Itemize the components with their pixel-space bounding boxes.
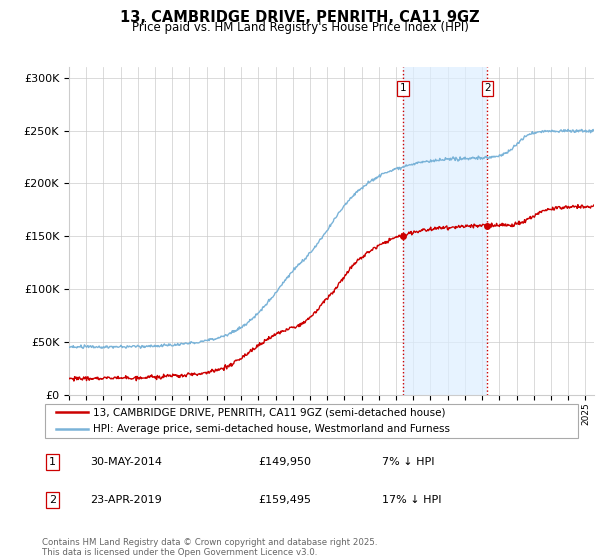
Text: Contains HM Land Registry data © Crown copyright and database right 2025.
This d: Contains HM Land Registry data © Crown c… [42, 538, 377, 557]
Text: 2: 2 [484, 83, 491, 94]
Text: £159,495: £159,495 [258, 495, 311, 505]
Text: 2: 2 [49, 495, 56, 505]
Text: £149,950: £149,950 [258, 457, 311, 467]
Text: 17% ↓ HPI: 17% ↓ HPI [382, 495, 442, 505]
Text: 23-APR-2019: 23-APR-2019 [91, 495, 163, 505]
Text: HPI: Average price, semi-detached house, Westmorland and Furness: HPI: Average price, semi-detached house,… [94, 424, 450, 435]
Text: Price paid vs. HM Land Registry's House Price Index (HPI): Price paid vs. HM Land Registry's House … [131, 21, 469, 34]
Text: 7% ↓ HPI: 7% ↓ HPI [382, 457, 434, 467]
Text: 13, CAMBRIDGE DRIVE, PENRITH, CA11 9GZ: 13, CAMBRIDGE DRIVE, PENRITH, CA11 9GZ [120, 10, 480, 25]
Text: 30-MAY-2014: 30-MAY-2014 [91, 457, 163, 467]
Text: 1: 1 [49, 457, 56, 467]
Text: 13, CAMBRIDGE DRIVE, PENRITH, CA11 9GZ (semi-detached house): 13, CAMBRIDGE DRIVE, PENRITH, CA11 9GZ (… [94, 407, 446, 417]
FancyBboxPatch shape [45, 404, 578, 438]
Text: 1: 1 [400, 83, 407, 94]
Bar [403, 67, 487, 395]
